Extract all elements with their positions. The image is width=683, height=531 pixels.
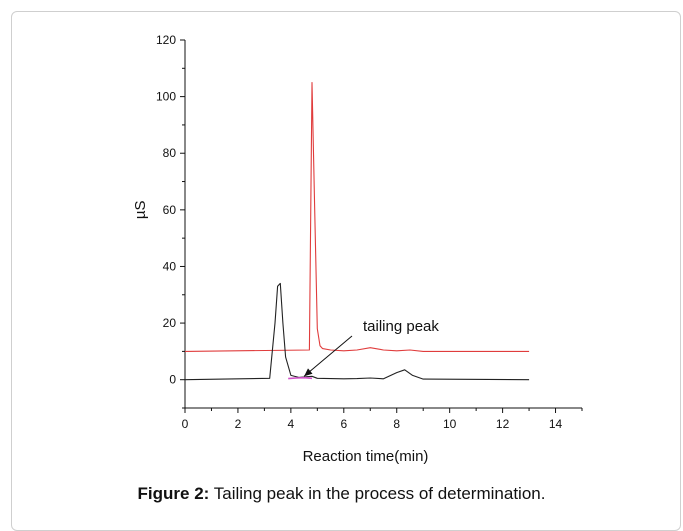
x-axis-label: Reaction time(min) xyxy=(303,448,429,465)
chart-axes: 0 20 40 60 80 100 120 0 2 4 6 8 10 12 14 Reaction time(… xyxy=(132,33,583,465)
annotation-arrow-line xyxy=(303,335,353,377)
y-axis-label: µS xyxy=(132,201,149,220)
x-tick-label: 14 xyxy=(549,417,563,431)
x-tick-label: 10 xyxy=(443,417,457,431)
y-tick-label: 120 xyxy=(156,33,176,47)
figure-caption: Figure 2: Tailing peak in the process of… xyxy=(0,484,683,504)
figure-caption-label: Figure 2: xyxy=(137,484,210,503)
chart: 0 20 40 60 80 100 120 0 2 4 6 8 10 12 14 Reaction time(… xyxy=(132,33,583,465)
annotation-text: tailing peak xyxy=(363,318,439,335)
y-tick-label: 20 xyxy=(163,316,177,330)
x-tick-label: 2 xyxy=(235,417,242,431)
x-tick-label: 4 xyxy=(288,417,295,431)
x-tick-label: 0 xyxy=(182,417,189,431)
y-tick-label: 80 xyxy=(163,146,177,160)
x-tick-label: 8 xyxy=(393,417,400,431)
figure-frame xyxy=(11,11,681,531)
y-tick-label: 100 xyxy=(156,90,176,104)
series-line-1 xyxy=(184,81,530,352)
y-tick-label: 60 xyxy=(163,203,177,217)
x-tick-label: 6 xyxy=(340,417,347,431)
chart-annotation-layer: tailing peak xyxy=(303,318,439,377)
annotation-arrowhead xyxy=(304,368,313,377)
y-tick-label: 40 xyxy=(163,259,177,273)
series-line-3 xyxy=(288,376,313,380)
chart-series-layer xyxy=(184,81,530,381)
y-tick-label: 0 xyxy=(169,373,176,387)
x-tick-label: 12 xyxy=(496,417,510,431)
series-line-2 xyxy=(184,282,530,381)
figure-caption-text: Tailing peak in the process of determina… xyxy=(209,484,546,503)
